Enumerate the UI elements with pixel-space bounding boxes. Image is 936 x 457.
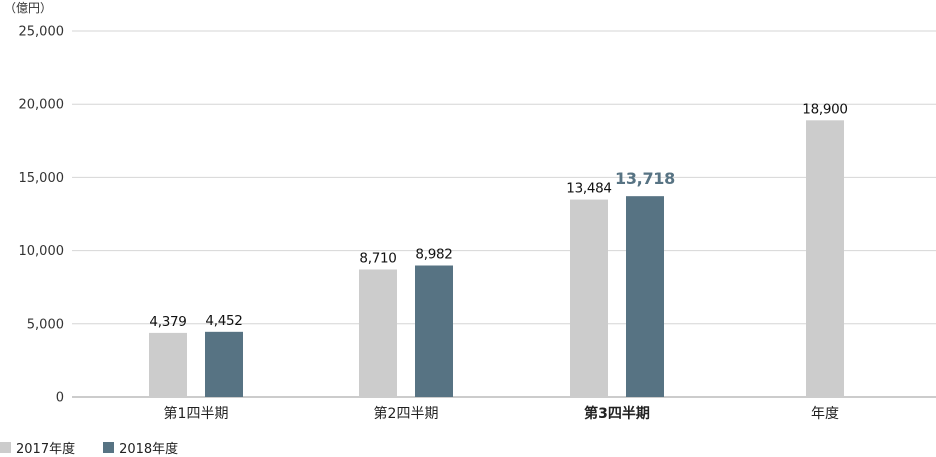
- bar-2017年度-第1四半期: [149, 332, 187, 397]
- x-category-label: 年度: [811, 406, 839, 422]
- bar-2017年度-年度: [806, 120, 844, 397]
- bar-2018年度-第3四半期: [626, 196, 664, 397]
- data-label: 4,379: [149, 314, 186, 330]
- data-label: 13,484: [566, 181, 611, 197]
- y-axis-ticks: 0 5,000 10,000 15,000 20,000 25,000: [19, 25, 65, 406]
- x-category-label: 第1四半期: [164, 405, 229, 422]
- y-tick-label: 0: [56, 391, 64, 406]
- data-label: 4,452: [205, 313, 242, 329]
- bar-2018年度-第2四半期: [415, 265, 453, 397]
- bars: [149, 120, 844, 397]
- x-axis-categories: 第1四半期 第2四半期 第3四半期 年度: [164, 405, 839, 422]
- legend-item-2017: 2017年度: [0, 438, 75, 457]
- gridlines: [72, 30, 936, 398]
- legend-label-2017: 2017年度: [16, 442, 76, 457]
- y-tick-label: 15,000: [19, 171, 65, 186]
- y-axis-unit-label: （億円）: [4, 1, 52, 15]
- data-label: 8,982: [415, 247, 452, 263]
- legend-swatch-2018: [103, 442, 115, 453]
- y-tick-label: 25,000: [19, 25, 65, 40]
- bar-2017年度-第2四半期: [359, 269, 397, 397]
- y-tick-label: 10,000: [19, 244, 65, 259]
- x-category-label: 第2四半期: [374, 405, 439, 422]
- data-label: 18,900: [802, 101, 847, 117]
- y-tick-label: 20,000: [19, 98, 65, 113]
- y-tick-label: 5,000: [27, 317, 64, 332]
- bar-2018年度-第1四半期: [205, 331, 243, 397]
- x-category-label: 第3四半期: [584, 405, 650, 422]
- legend-item-2018: 2018年度: [103, 438, 178, 457]
- legend-label-2018: 2018年度: [119, 442, 179, 457]
- data-label: 8,710: [359, 250, 396, 266]
- bar-chart: （億円） 0 5,000 10,000 15,000 20,000 25,000 4,37…: [4, 1, 936, 422]
- legend-swatch-2017: [0, 442, 11, 453]
- data-label: 13,718: [615, 169, 675, 188]
- legend: 2017年度 2018年度: [0, 438, 206, 457]
- bar-2017年度-第3四半期: [570, 199, 608, 397]
